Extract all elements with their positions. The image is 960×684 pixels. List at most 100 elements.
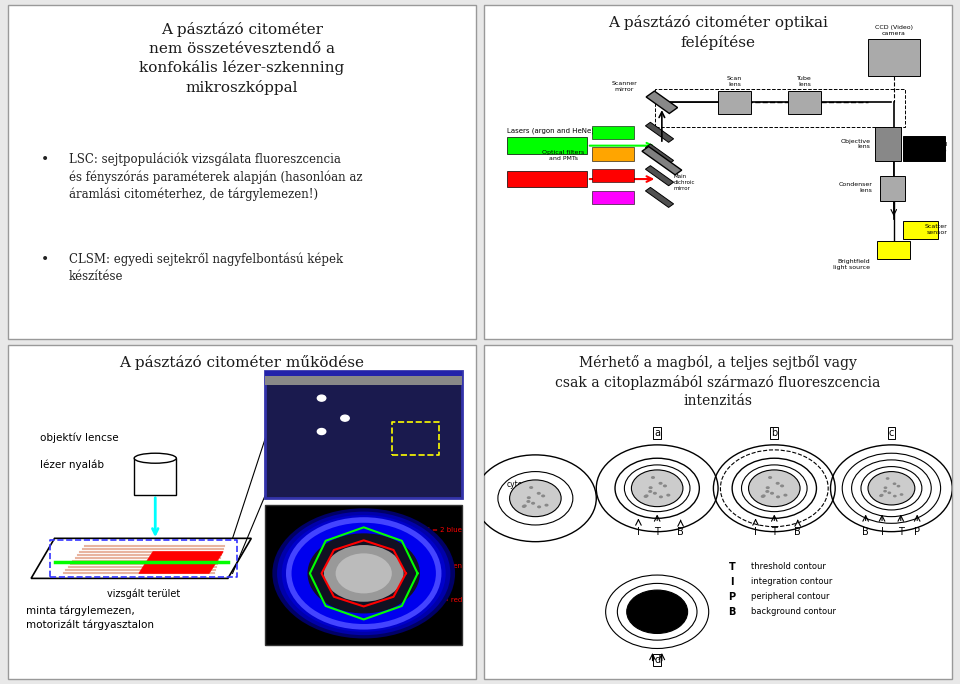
Text: peripheral contour: peripheral contour [751,592,829,601]
Text: CLSM: egyedi sejtekről nagyfelbontású képek
készítése: CLSM: egyedi sejtekről nagyfelbontású ké… [68,252,343,283]
FancyBboxPatch shape [484,5,952,339]
FancyBboxPatch shape [903,221,938,239]
Circle shape [522,504,527,508]
Text: B: B [729,607,735,617]
Circle shape [510,480,562,516]
Text: P: P [914,527,921,537]
Circle shape [342,416,348,420]
Text: Scan
lens: Scan lens [727,77,742,88]
Text: background contour: background contour [751,607,836,616]
Circle shape [776,495,780,499]
Polygon shape [645,144,674,164]
Text: cytoplasm: cytoplasm [506,480,546,490]
Text: •: • [40,153,49,166]
Polygon shape [645,166,674,186]
Polygon shape [31,538,252,579]
Text: T: T [655,527,660,537]
Text: A pásztázó citométer optikai
felépítése: A pásztázó citométer optikai felépítése [608,16,828,51]
Text: B: B [794,527,801,537]
Circle shape [648,490,652,493]
FancyBboxPatch shape [591,126,634,139]
Text: Background = 2 blue: Background = 2 blue [388,527,462,538]
Text: lézer nyaláb: lézer nyaláb [40,460,105,470]
Circle shape [760,495,765,498]
Text: LSC: sejtpopulációk vizsgálata fluoreszcencia
és fényszórás paraméterek alapján : LSC: sejtpopulációk vizsgálata fluoreszc… [68,153,362,201]
Polygon shape [646,91,678,114]
Circle shape [537,505,541,508]
FancyBboxPatch shape [265,371,462,498]
Text: A pásztázó citométer működése: A pásztázó citométer működése [119,355,365,370]
Text: minta tárgylemezen,
motorizált tárgyasztalon: minta tárgylemezen, motorizált tárgyaszt… [27,605,155,631]
FancyBboxPatch shape [868,39,920,75]
Text: Scatter
sensor: Scatter sensor [924,224,948,235]
Text: •: • [40,252,49,267]
Text: Condenser
lens: Condenser lens [839,182,873,193]
Text: A pásztázó citométer
nem összetévesztendő a
konfokális lézer-szkenning
mikroszkó: A pásztázó citométer nem összetévesztend… [139,22,345,95]
Ellipse shape [134,453,177,463]
Circle shape [531,502,535,505]
FancyBboxPatch shape [8,345,476,679]
Circle shape [522,505,526,508]
Circle shape [649,486,653,489]
Circle shape [768,476,772,479]
Text: I: I [880,527,883,537]
Circle shape [281,515,445,632]
Circle shape [893,495,897,497]
Circle shape [529,486,533,489]
Text: Main
dichroic
mirror: Main dichroic mirror [674,174,695,191]
Circle shape [324,545,403,602]
Circle shape [627,590,687,633]
Circle shape [883,486,887,489]
Text: I: I [755,527,757,537]
Polygon shape [645,122,674,142]
Polygon shape [642,146,682,175]
Circle shape [783,494,787,497]
FancyBboxPatch shape [484,345,952,679]
Text: B: B [862,527,869,537]
FancyBboxPatch shape [507,137,587,154]
Text: integration contour: integration contour [751,577,832,586]
FancyBboxPatch shape [591,191,634,204]
FancyBboxPatch shape [507,171,587,187]
Text: nucleus: nucleus [516,501,545,510]
Text: Brightfield
light source: Brightfield light source [833,259,871,270]
Circle shape [897,485,900,488]
Circle shape [644,495,649,497]
FancyBboxPatch shape [875,127,900,161]
Circle shape [893,482,897,485]
Circle shape [336,553,392,594]
Text: Mérhető a magból, a teljes sejtből vagy
csak a citoplazmából származó fluoreszce: Mérhető a magból, a teljes sejtből vagy … [556,355,880,408]
Circle shape [765,490,769,493]
Text: Lasers (argon and HeNe): Lasers (argon and HeNe) [507,127,594,134]
FancyBboxPatch shape [788,90,821,114]
Text: P: P [729,592,735,602]
Text: CCD (Video)
camera: CCD (Video) camera [875,25,913,36]
Circle shape [643,495,648,498]
Circle shape [666,494,670,497]
Circle shape [319,396,324,400]
FancyBboxPatch shape [879,176,905,200]
Text: B: B [677,527,684,537]
Text: T: T [729,562,735,572]
Text: threshold contour: threshold contour [751,562,826,570]
Text: a: a [654,428,660,438]
Circle shape [526,500,531,503]
Circle shape [780,484,784,488]
Circle shape [653,492,657,495]
Circle shape [632,470,683,507]
Circle shape [541,495,545,497]
Circle shape [291,522,437,625]
Text: T: T [772,527,778,537]
FancyBboxPatch shape [903,135,946,161]
Circle shape [883,490,887,492]
Circle shape [879,495,883,497]
Circle shape [527,496,531,499]
Text: objektív lencse: objektív lencse [40,433,119,443]
Text: Scanner
mirror: Scanner mirror [612,81,637,92]
Polygon shape [645,187,674,207]
Circle shape [277,512,450,635]
Polygon shape [139,552,223,573]
Circle shape [651,476,655,479]
Text: T: T [898,527,903,537]
Circle shape [273,508,455,638]
